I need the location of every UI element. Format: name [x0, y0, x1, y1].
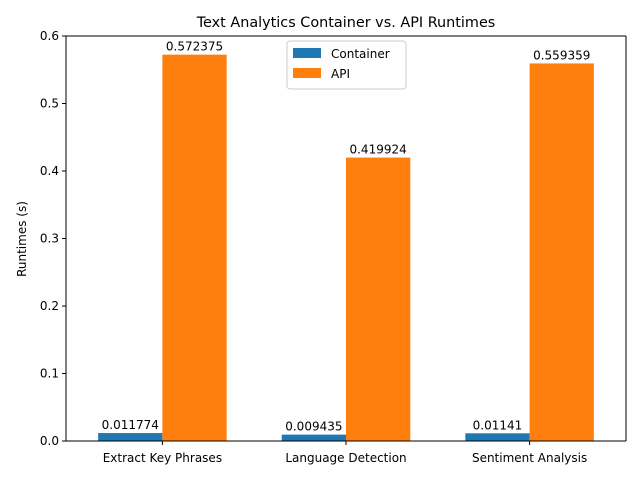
value-label: 0.01141	[473, 418, 523, 432]
legend: Container API	[286, 40, 407, 90]
value-label: 0.009435	[285, 420, 342, 434]
y-tick-label: 0.5	[40, 97, 59, 111]
legend-swatch-api	[293, 68, 321, 78]
y-tick-label: 0.0	[40, 434, 59, 448]
bar-api-1	[346, 157, 411, 441]
y-axis-label: Runtimes (s)	[15, 201, 29, 277]
y-tick-label: 0.1	[40, 367, 59, 381]
value-label: 0.559359	[533, 48, 590, 62]
value-labels-layer: 0.011774 0.009435 0.01141 0.572375 0.419924 0…	[102, 40, 591, 434]
x-tick-label: Extract Key Phrases	[103, 451, 222, 465]
value-label: 0.011774	[102, 418, 159, 432]
bar-api-2	[529, 63, 594, 441]
y-tick-label: 0.2	[40, 299, 59, 313]
legend-swatch-container	[293, 48, 321, 58]
value-label: 0.572375	[166, 40, 223, 54]
axes-layer: 0.0 0.1 0.2 0.3 0.4 0.5 0.6 Extract Key Phrases…	[40, 29, 627, 465]
legend-label: API	[331, 67, 350, 81]
y-tick-label: 0.3	[40, 232, 59, 246]
x-tick-label: Language Detection	[285, 451, 406, 465]
value-label: 0.419924	[349, 143, 406, 157]
bar-api-0	[162, 54, 227, 441]
bars-layer	[98, 54, 594, 441]
bar-container-2	[465, 433, 530, 441]
y-tick-label: 0.6	[40, 29, 59, 43]
y-tick-label: 0.4	[40, 164, 59, 178]
bar-container-1	[281, 434, 346, 441]
x-tick-label: Sentiment Analysis	[472, 451, 587, 465]
bar-container-0	[98, 433, 163, 441]
chart-title: Text Analytics Container vs. API Runtime…	[196, 15, 496, 31]
legend-label: Container	[331, 47, 390, 61]
